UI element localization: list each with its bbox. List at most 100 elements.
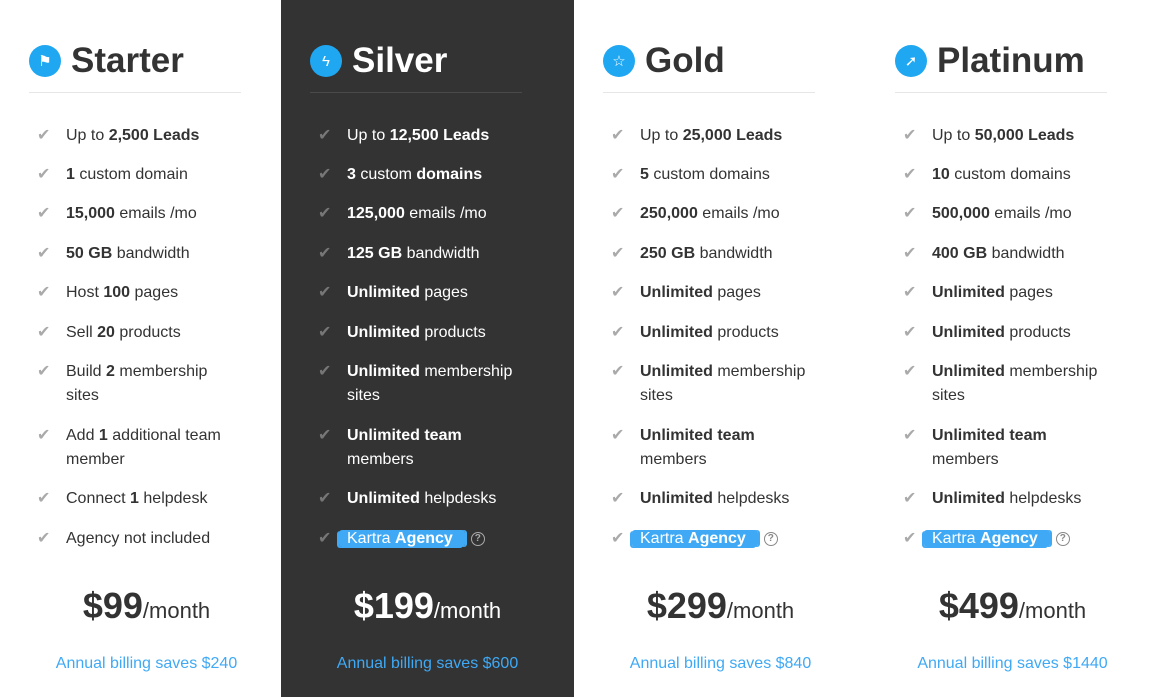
feature-item: ✔ Unlimited helpdesks: [318, 487, 515, 511]
price-amount: $499: [938, 585, 1019, 626]
feature-text: 250,000 emails /mo: [640, 202, 808, 226]
agency-label: Kartra: [640, 530, 689, 547]
feature-item: ✔ 10 custom domains: [903, 163, 1100, 187]
feature-text: Unlimited helpdesks: [347, 487, 515, 511]
agency-label: Agency: [980, 530, 1038, 547]
feature-text: 400 GB bandwidth: [932, 242, 1100, 266]
feature-segment: 1: [66, 166, 75, 183]
check-icon: ✔: [37, 363, 51, 380]
check-icon: ✔: [318, 530, 332, 547]
feature-segment: Unlimited: [347, 490, 420, 507]
feature-segment: 1: [130, 490, 139, 507]
feature-segment: 50,000 Leads: [974, 127, 1075, 144]
feature-item: ✔ Up to 50,000 Leads: [903, 124, 1100, 148]
feature-segment: membership sites: [347, 363, 513, 404]
feature-item: ✔ Unlimited products: [318, 321, 515, 345]
feature-segment: Unlimited: [640, 284, 713, 301]
feature-item: ✔ Connect 1 helpdesk: [37, 487, 234, 511]
feature-text: Connect 1 helpdesk: [66, 487, 234, 511]
check-icon: ✔: [318, 127, 332, 144]
agency-label: Agency: [688, 530, 746, 547]
annual-billing-link[interactable]: Annual billing saves $1440: [917, 655, 1108, 672]
check-icon: ✔: [903, 205, 917, 222]
flag-icon: ⚑: [29, 45, 61, 77]
feature-segment: helpdesks: [1004, 490, 1082, 507]
feature-item: ✔ 500,000 emails /mo: [903, 202, 1100, 226]
annual-billing-link[interactable]: Annual billing saves $840: [629, 655, 812, 672]
feature-item: ✔ Unlimited team members: [903, 424, 1100, 472]
price-amount: $99: [82, 585, 143, 626]
feature-item: ✔ Unlimited products: [903, 321, 1100, 345]
feature-text: Unlimited products: [932, 321, 1100, 345]
help-icon[interactable]: ?: [763, 531, 778, 546]
feature-segment: helpdesk: [138, 490, 208, 507]
feature-segment: 1: [98, 427, 108, 444]
plan-title: Starter: [71, 41, 184, 80]
check-icon: ✔: [37, 245, 51, 262]
feature-item: ✔ Kartra Agency?: [611, 527, 808, 551]
check-icon: ✔: [37, 490, 51, 507]
plan-header: ➚ Platinum: [895, 38, 1107, 93]
feature-item: ✔ Sell 20 products: [37, 321, 234, 345]
check-icon: ✔: [611, 490, 625, 507]
feature-segment: 10: [932, 166, 950, 183]
plan-silver: ϟ Silver ✔ Up to 12,500 Leads ✔ 3 custom doma…: [281, 0, 574, 697]
feature-item: ✔ Unlimited products: [611, 321, 808, 345]
feature-item: ✔ Unlimited helpdesks: [611, 487, 808, 511]
check-icon: ✔: [37, 127, 51, 144]
check-icon: ✔: [37, 427, 51, 444]
help-icon[interactable]: ?: [470, 531, 485, 546]
annual-billing-link[interactable]: Annual billing saves $600: [336, 655, 519, 672]
feature-item: ✔ Kartra Agency?: [903, 527, 1100, 551]
feature-segment: 20: [97, 324, 115, 341]
plan-price: $199/month: [281, 585, 574, 627]
feature-segment: 250,000: [640, 205, 698, 222]
plan-price: $499/month: [866, 585, 1159, 627]
check-icon: ✔: [611, 166, 625, 183]
annual-billing-link[interactable]: Annual billing saves $240: [55, 655, 238, 672]
feature-item: ✔ 5 custom domains: [611, 163, 808, 187]
kartra-agency-badge: Kartra Agency: [924, 530, 1050, 547]
check-icon: ✔: [611, 427, 625, 444]
feature-segment: pages: [419, 284, 468, 301]
price-amount: $299: [646, 585, 727, 626]
feature-segment: Unlimited: [640, 324, 713, 341]
feature-segment: pages: [712, 284, 761, 301]
help-icon[interactable]: ?: [1055, 531, 1070, 546]
feature-item: ✔ Build 2 membership sites: [37, 360, 234, 408]
feature-item: ✔ Unlimited team members: [611, 424, 808, 472]
kartra-agency-badge: Kartra Agency: [632, 530, 758, 547]
feature-segment: Unlimited: [347, 284, 420, 301]
check-icon: ✔: [318, 324, 332, 341]
feature-text: Up to 2,500 Leads: [66, 124, 234, 148]
feature-item: ✔ 1 custom domain: [37, 163, 234, 187]
feature-segment: members: [932, 451, 999, 468]
feature-segment: Up to: [66, 127, 109, 144]
feature-item: ✔ 400 GB bandwidth: [903, 242, 1100, 266]
check-icon: ✔: [37, 530, 51, 547]
feature-text: Unlimited helpdesks: [640, 487, 808, 511]
feature-segment: helpdesks: [712, 490, 790, 507]
feature-segment: bandwidth: [112, 245, 190, 262]
plan-header: ⚑ Starter: [29, 38, 241, 93]
feature-item: ✔ Host 100 pages: [37, 281, 234, 305]
feature-text: 250 GB bandwidth: [640, 242, 808, 266]
feature-segment: members: [347, 451, 414, 468]
feature-text: Agency not included: [66, 527, 234, 551]
check-icon: ✔: [611, 363, 625, 380]
feature-text: Up to 12,500 Leads: [347, 124, 515, 148]
check-icon: ✔: [903, 530, 917, 547]
check-icon: ✔: [318, 205, 332, 222]
feature-text: 1 custom domain: [66, 163, 234, 187]
feature-segment: 3: [347, 166, 356, 183]
check-icon: ✔: [903, 427, 917, 444]
check-icon: ✔: [611, 284, 625, 301]
feature-item: ✔ 3 custom domains: [318, 163, 515, 187]
feature-item: ✔ 250,000 emails /mo: [611, 202, 808, 226]
feature-segment: Unlimited: [640, 427, 713, 444]
check-icon: ✔: [903, 490, 917, 507]
feature-segment: emails /mo: [404, 205, 487, 222]
feature-segment: Unlimited: [932, 324, 1005, 341]
plan-starter: ⚑ Starter ✔ Up to 2,500 Leads ✔ 1 custom doma…: [0, 0, 293, 697]
feature-segment: pages: [130, 284, 179, 301]
